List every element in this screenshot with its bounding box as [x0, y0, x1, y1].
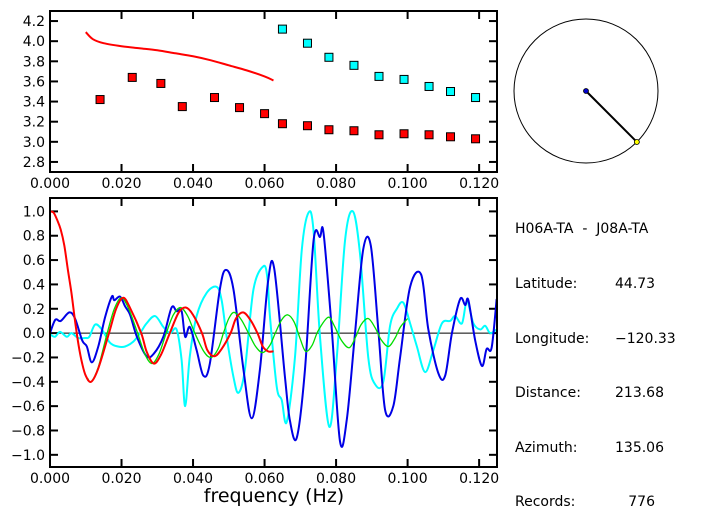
info-row-distance: Distance: 213.68 — [515, 384, 664, 402]
x-tick-label: 0.120 — [459, 471, 499, 487]
group-velocity-marker-red — [374, 130, 384, 140]
azimuth-value: 135.06 — [615, 439, 664, 456]
y-tick-label: 0.0 — [23, 326, 45, 342]
red-series-line — [50, 210, 274, 383]
station-info: H06A-TA - J08A-TA Latitude: 44.73 Longitu… — [515, 184, 676, 530]
station-endpoint-marker — [633, 139, 640, 145]
group-velocity-marker-red — [127, 72, 137, 82]
y-tick-label: 3.6 — [23, 74, 45, 90]
blue-series-line — [50, 226, 497, 448]
info-row-latitude: Latitude: 44.73 — [515, 275, 655, 293]
info-row-azimuth: Azimuth: 135.06 — [515, 439, 664, 457]
group-velocity-marker-red — [424, 130, 434, 140]
y-tick-label: −0.6 — [11, 399, 45, 415]
bottom-plot-frame — [49, 197, 498, 468]
azimuth-map — [513, 18, 659, 164]
y-tick-label: 4.0 — [23, 34, 45, 50]
x-tick-label: 0.000 — [30, 176, 70, 192]
x-tick-label: 0.100 — [388, 471, 428, 487]
group-velocity-marker-red — [446, 132, 456, 142]
y-tick-label: 4.2 — [23, 14, 45, 30]
y-tick-label: 0.6 — [23, 253, 45, 269]
x-tick-label: 0.080 — [316, 176, 356, 192]
y-tick-label: 3.4 — [23, 95, 45, 111]
x-tick-label: 0.060 — [245, 471, 285, 487]
x-tick-label: 0.020 — [101, 471, 141, 487]
group-velocity-marker-red — [399, 129, 409, 139]
latitude-value: 44.73 — [615, 276, 656, 293]
green-series-line — [86, 297, 409, 383]
y-tick-label: 0.2 — [23, 302, 45, 318]
y-tick-label: −1.0 — [11, 448, 45, 464]
top-plot-frame — [49, 10, 498, 173]
group-velocity-marker-cyan — [277, 24, 287, 34]
y-tick-label: −0.4 — [11, 375, 45, 391]
group-velocity-marker-cyan — [349, 60, 359, 70]
group-velocity-marker-red — [349, 126, 359, 136]
y-tick-label: 0.4 — [23, 277, 45, 293]
group-velocity-marker-cyan — [374, 71, 384, 81]
azimuth-path-line — [585, 90, 638, 143]
group-velocity-marker-red — [235, 103, 245, 113]
records-value: 776 — [628, 494, 655, 511]
group-velocity-marker-cyan — [471, 93, 481, 103]
x-tick-label: 0.060 — [245, 176, 285, 192]
info-row-longitude: Longitude: −120.33 — [515, 330, 676, 348]
group-velocity-marker-red — [177, 102, 187, 112]
x-tick-label: 0.020 — [101, 176, 141, 192]
group-velocity-marker-red — [260, 109, 270, 119]
group-velocity-marker-red — [209, 93, 219, 103]
y-tick-label: 2.8 — [23, 155, 45, 171]
y-tick-label: 3.8 — [23, 54, 45, 70]
station-center-marker — [583, 88, 589, 94]
group-velocity-marker-red — [471, 134, 481, 144]
records-label: Records: — [515, 494, 576, 511]
y-tick-label: 1.0 — [23, 204, 45, 220]
group-velocity-marker-cyan — [302, 38, 312, 48]
azimuth-label: Azimuth: — [515, 439, 578, 456]
group-velocity-marker-cyan — [424, 81, 434, 91]
distance-label: Distance: — [515, 385, 581, 402]
x-tick-label: 0.000 — [30, 471, 70, 487]
group-velocity-marker-cyan — [446, 87, 456, 96]
x-tick-label: 0.040 — [173, 471, 213, 487]
dispersion-chart: 0.000 0.020 0.040 0.060 0.080 0.100 0.120 2.8 3.… — [23, 10, 499, 192]
y-tick-label: 3.2 — [23, 115, 45, 131]
y-tick-label: 0.8 — [23, 229, 45, 245]
y-tick-label: 3.0 — [23, 135, 45, 151]
group-velocity-marker-cyan — [399, 74, 409, 84]
x-tick-label: 0.120 — [459, 176, 499, 192]
cyan-series-line — [50, 210, 497, 428]
figure: 0.000 0.020 0.040 0.060 0.080 0.100 0.120 2.8 3.… — [11, 10, 659, 507]
group-velocity-marker-red — [302, 121, 312, 131]
phase-velocity-curve — [85, 31, 274, 82]
station-pair-title: H06A-TA - J08A-TA — [515, 221, 649, 238]
y-tick-label: −0.2 — [11, 350, 45, 366]
x-tick-label: 0.080 — [316, 471, 356, 487]
x-tick-label: 0.100 — [388, 176, 428, 192]
distance-value: 213.68 — [615, 385, 664, 402]
y-tick-label: −0.8 — [11, 423, 45, 439]
info-row-records: Records: 776 — [515, 493, 655, 511]
correlation-chart: 0.000 0.020 0.040 0.060 0.080 0.100 0.120 −1.0 −… — [11, 197, 499, 507]
longitude-value: −120.33 — [615, 330, 676, 347]
group-velocity-marker-red — [156, 78, 166, 88]
latitude-label: Latitude: — [515, 276, 578, 293]
x-axis-title: frequency (Hz) — [204, 485, 344, 507]
group-velocity-marker-red — [95, 95, 105, 105]
longitude-label: Longitude: — [515, 330, 590, 347]
group-velocity-marker-red — [277, 119, 287, 129]
x-tick-label: 0.040 — [173, 176, 213, 192]
group-velocity-marker-red — [324, 125, 334, 135]
group-velocity-marker-cyan — [324, 52, 334, 62]
range-circle — [513, 18, 659, 164]
